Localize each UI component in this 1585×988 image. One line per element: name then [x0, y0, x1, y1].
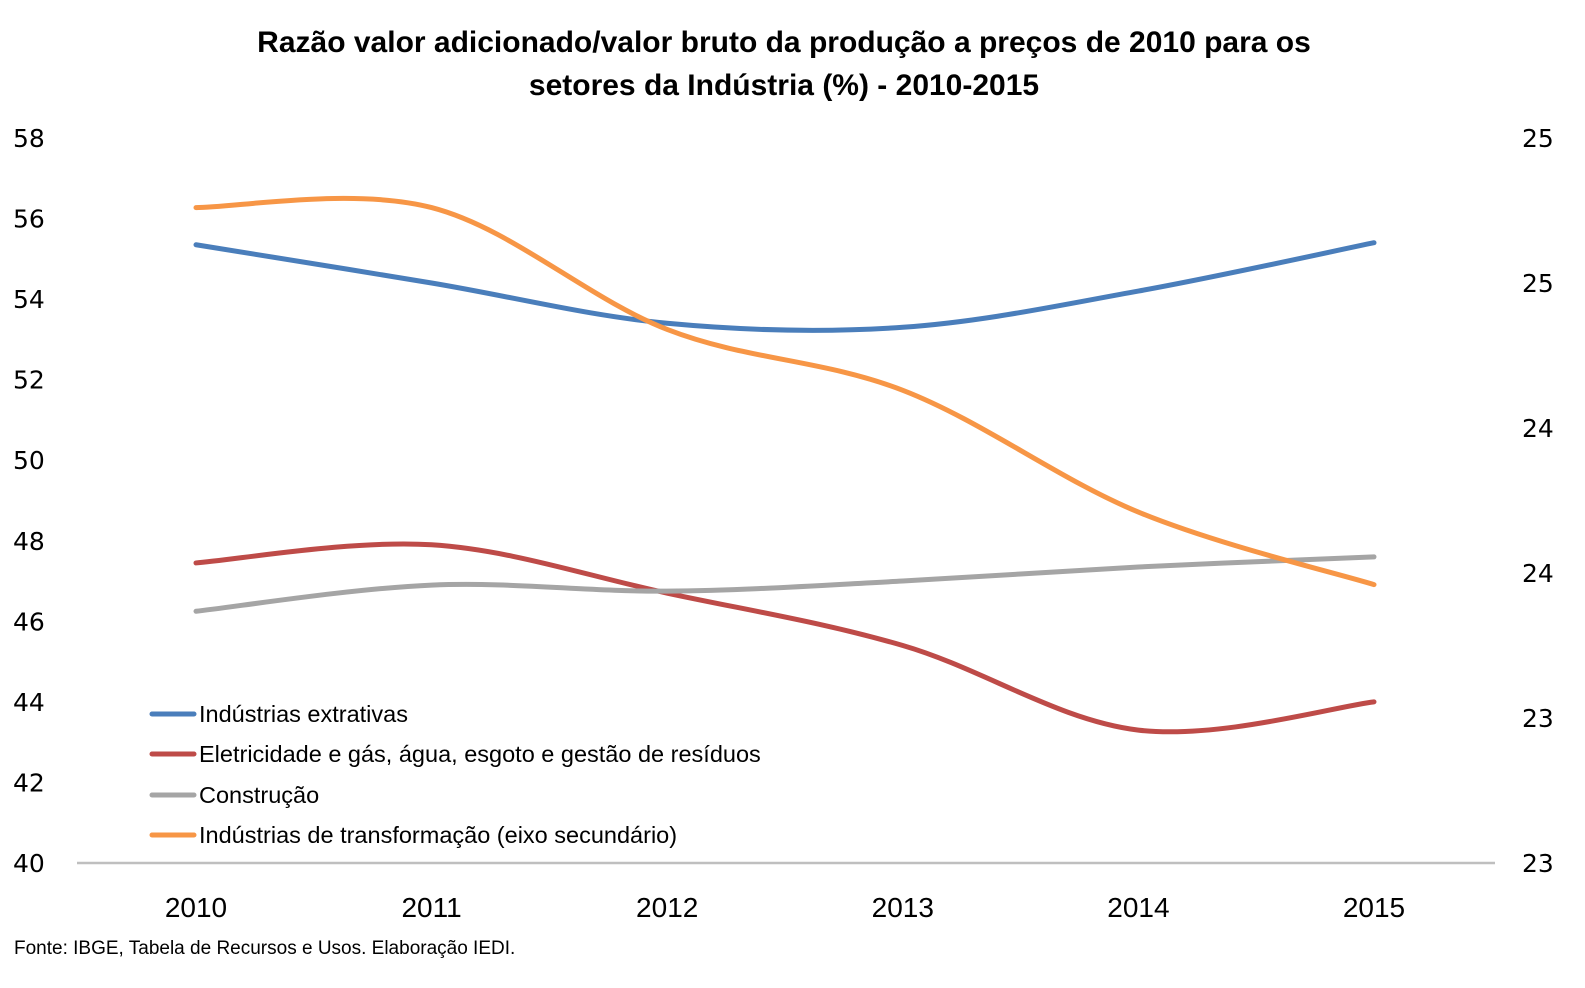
- series-1-line: [193, 541, 1377, 735]
- series-0-line: [193, 240, 1377, 333]
- y2-tick-label: 25: [1522, 269, 1554, 298]
- x-tick-label: 2014: [1107, 892, 1169, 923]
- legend-item: Construção: [149, 782, 319, 808]
- legend: Indústrias extrativas Eletricidade e gás,…: [149, 701, 761, 848]
- series-3-line: [193, 195, 1377, 588]
- legend-item: Eletricidade e gás, água, esgoto e gestã…: [149, 741, 761, 767]
- x-tick-label: 2012: [636, 892, 698, 923]
- series-lines: [193, 195, 1377, 735]
- y2-tick-label: 23: [1522, 704, 1554, 733]
- y-tick-label: 58: [13, 124, 45, 153]
- legend-item: Indústrias de transformação (eixo secund…: [149, 822, 677, 848]
- y-axis-primary: 58 56 54 52 50 48 46 44 42 40: [13, 124, 45, 878]
- series-2-line: [193, 554, 1377, 614]
- legend-label: Eletricidade e gás, água, esgoto e gestã…: [199, 741, 761, 767]
- x-axis: 2010 2011 2012 2013 2014 2015: [165, 892, 1405, 923]
- y2-tick-label: 25: [1522, 124, 1554, 153]
- x-tick-label: 2015: [1343, 892, 1405, 923]
- source-note: Fonte: IBGE, Tabela de Recursos e Usos. …: [14, 938, 515, 959]
- series-3-group: [193, 195, 1377, 588]
- y-tick-label: 42: [13, 768, 45, 797]
- chart-title-line-1: Razão valor adicionado/valor bruto da pr…: [257, 26, 1311, 59]
- y-tick-label: 52: [13, 366, 45, 395]
- legend-label: Indústrias de transformação (eixo secund…: [199, 822, 677, 848]
- series-2-group: [193, 554, 1377, 614]
- y-tick-label: 56: [13, 205, 45, 234]
- x-tick-label: 2011: [401, 892, 461, 923]
- x-tick-label: 2010: [165, 892, 227, 923]
- y-tick-label: 44: [13, 688, 45, 717]
- x-tick-label: 2013: [872, 892, 934, 923]
- y-tick-label: 40: [13, 849, 45, 878]
- chart-title-line-2: setores da Indústria (%) - 2010-2015: [529, 69, 1039, 102]
- y2-tick-label: 24: [1522, 559, 1554, 588]
- y-tick-label: 50: [13, 446, 45, 475]
- legend-label: Construção: [199, 782, 319, 808]
- legend-item: Indústrias extrativas: [149, 701, 408, 727]
- y-tick-label: 54: [13, 285, 45, 314]
- y-tick-label: 48: [13, 527, 45, 556]
- legend-label: Indústrias extrativas: [199, 701, 408, 727]
- y2-tick-label: 24: [1522, 414, 1554, 443]
- y-axis-secondary: 25 25 24 24 23 23: [1522, 124, 1554, 878]
- y2-tick-label: 23: [1522, 849, 1554, 878]
- y-tick-label: 46: [13, 607, 45, 636]
- series-0-group: [193, 240, 1377, 333]
